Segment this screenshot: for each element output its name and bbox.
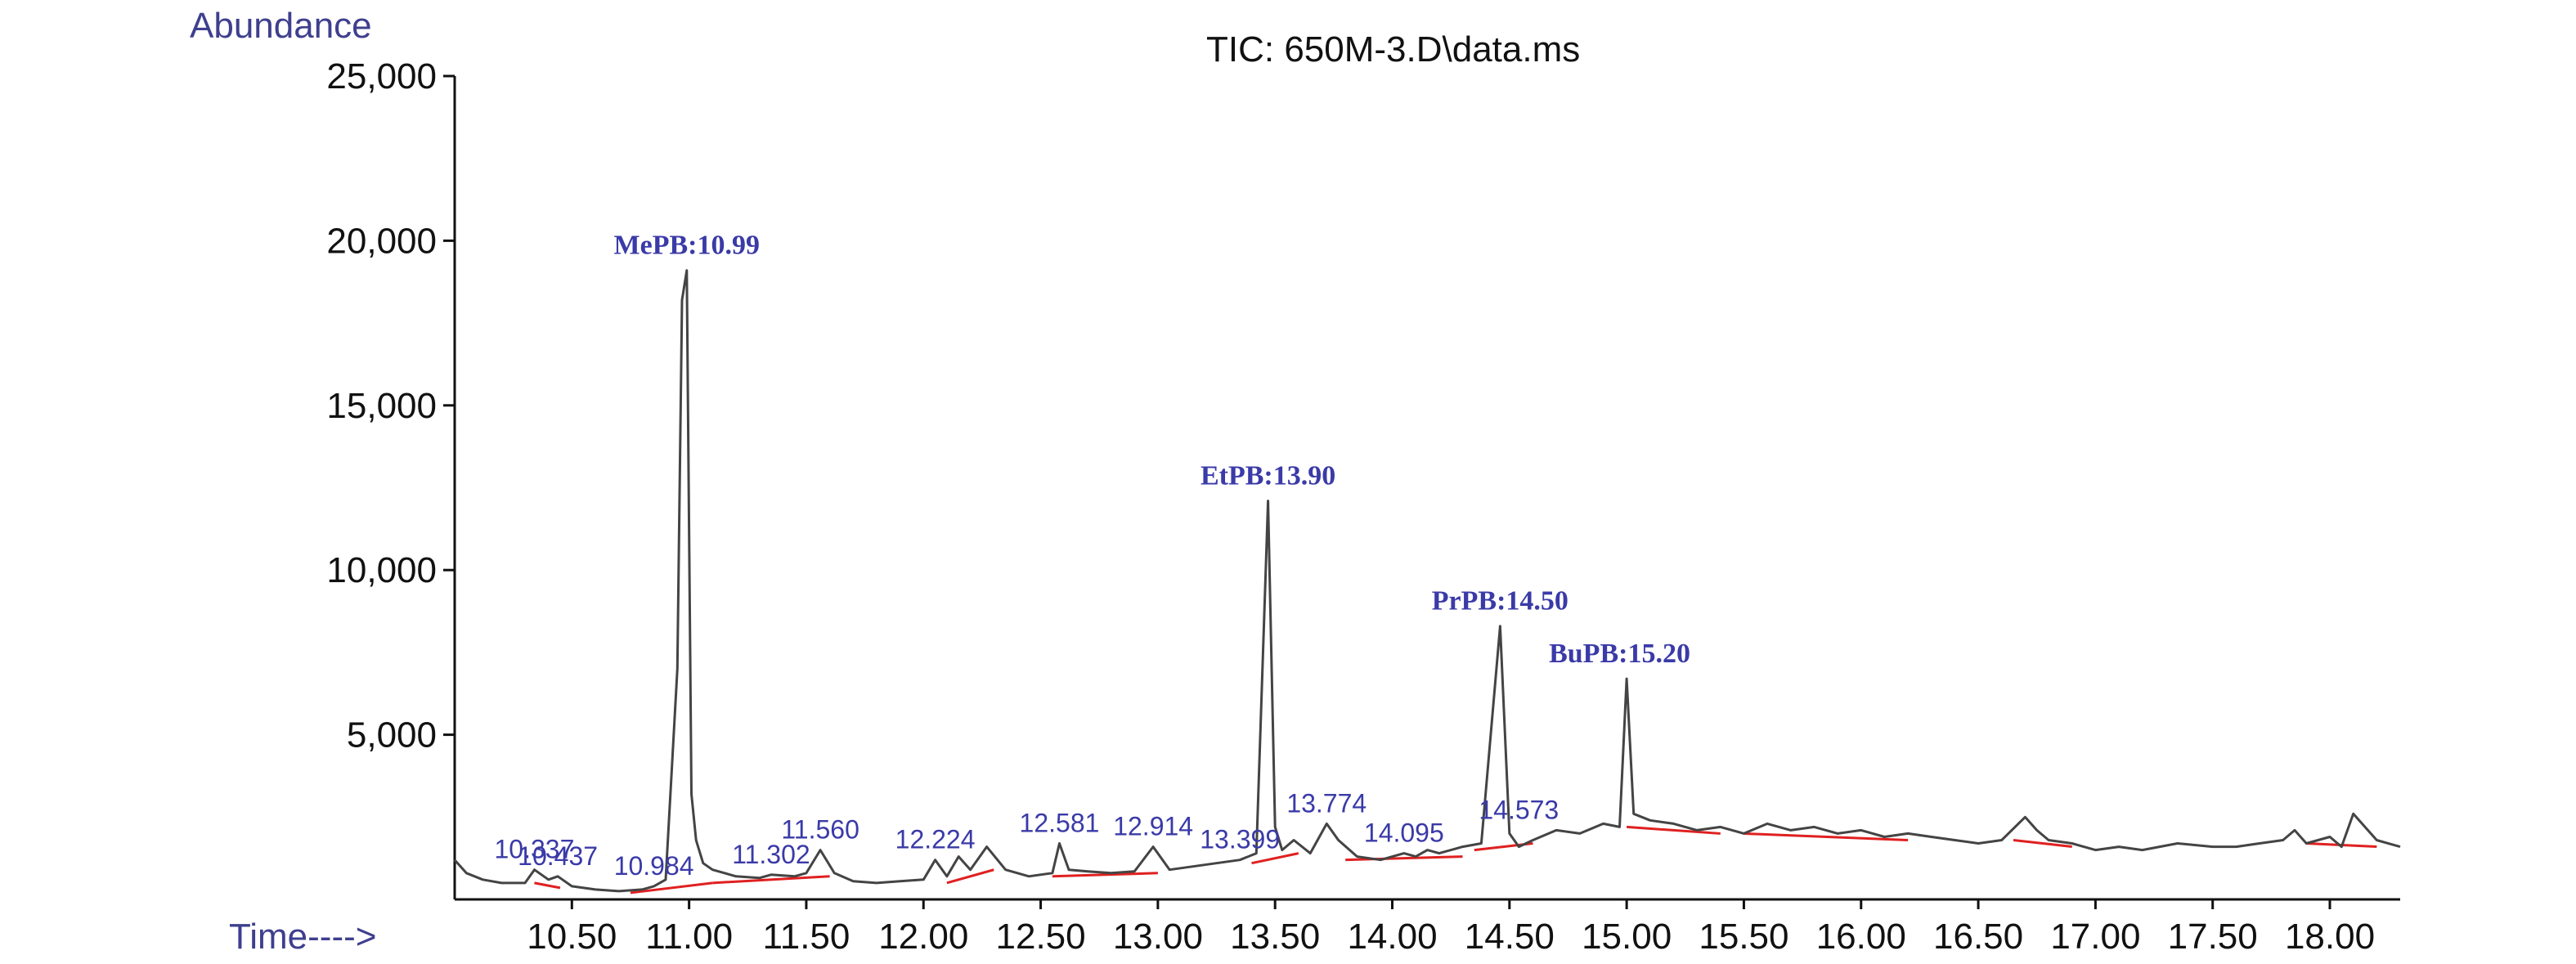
x-tick-label: 12.50 xyxy=(996,917,1086,957)
baseline-segment xyxy=(1744,832,1909,841)
baseline-segment xyxy=(712,875,830,885)
x-tick-label: 16.00 xyxy=(1816,917,1906,957)
baseline-segment xyxy=(946,868,994,885)
rt-label: 11.560 xyxy=(781,815,859,845)
x-tick-label: 11.50 xyxy=(763,917,850,957)
y-tick-label: 20,000 xyxy=(326,221,437,261)
baseline-segment xyxy=(1345,855,1463,862)
x-tick-label: 12.00 xyxy=(878,917,968,957)
chart-title: TIC: 650M-3.D\data.ms xyxy=(1206,29,1580,69)
baseline-segment xyxy=(630,881,713,895)
x-tick-label: 17.00 xyxy=(2050,917,2140,957)
rt-label: 12.914 xyxy=(1113,812,1193,841)
x-ticks: 10.50 11.00 11.50 12.00 12.50 13.00 13.50 14.00… xyxy=(527,899,2375,957)
baseline-segment xyxy=(2013,839,2072,849)
x-tick-label: 15.50 xyxy=(1699,917,1788,957)
x-tick-label: 10.50 xyxy=(527,917,617,957)
tic-traces xyxy=(453,269,2401,893)
y-tick-label: 15,000 xyxy=(326,386,437,426)
baseline-segment xyxy=(1251,852,1299,865)
peak-label: BuPB:15.20 xyxy=(1549,639,1690,669)
peak-labels: MePB:10.99 EtPB:13.90 PrPB:14.50 BuPB:15.20 xyxy=(614,231,1690,669)
peak-label: PrPB:14.50 xyxy=(1432,586,1568,617)
rt-label: 14.573 xyxy=(1479,795,1559,824)
y-tick-label: 5,000 xyxy=(347,715,437,756)
baseline-segment xyxy=(1627,825,1721,835)
x-tick-label: 15.00 xyxy=(1582,917,1672,957)
rt-label: 10.337 xyxy=(495,835,575,864)
x-tick-label: 14.50 xyxy=(1465,917,1555,957)
y-tick-label: 25,000 xyxy=(326,56,437,96)
x-tick-label: 14.00 xyxy=(1347,917,1437,957)
y-axis-title: Abundance xyxy=(190,6,372,46)
rt-label: 14.095 xyxy=(1364,818,1444,848)
x-tick-label: 16.50 xyxy=(1933,917,2023,957)
y-tick-label: 10,000 xyxy=(326,550,437,590)
rt-label: 13.774 xyxy=(1286,788,1367,818)
rt-label: 10.984 xyxy=(614,851,694,881)
y-ticks: 5,000 10,000 15,000 20,000 25,000 xyxy=(326,56,455,756)
x-tick-label: 18.00 xyxy=(2285,917,2375,957)
rt-label: 10.437 xyxy=(518,841,598,871)
rt-label: 12.581 xyxy=(1020,809,1100,838)
rt-label: 11.302 xyxy=(732,840,810,869)
integration-baselines xyxy=(534,825,2377,895)
x-tick-label: 13.00 xyxy=(1113,917,1203,957)
rt-label: 12.224 xyxy=(895,825,976,854)
x-tick-label: 13.50 xyxy=(1230,917,1320,957)
peak-label: EtPB:13.90 xyxy=(1200,461,1335,491)
baseline-segment xyxy=(1052,872,1158,878)
rt-label: 13.399 xyxy=(1200,825,1280,854)
baseline-segment xyxy=(534,881,561,890)
x-axis-title: Time----> xyxy=(229,917,376,957)
x-tick-label: 11.00 xyxy=(645,917,733,957)
tic-trace xyxy=(453,269,2401,893)
peak-label: MePB:10.99 xyxy=(614,231,760,261)
x-tick-label: 17.50 xyxy=(2168,917,2258,957)
axes xyxy=(453,76,2400,901)
